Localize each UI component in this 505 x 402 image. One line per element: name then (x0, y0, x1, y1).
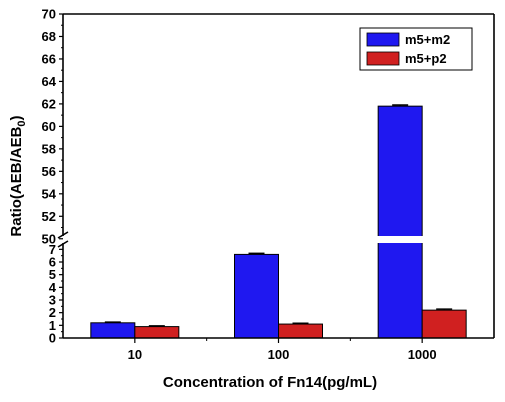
y-upper-tick-label-50: 50 (42, 231, 56, 246)
y-upper-tick-label-66: 66 (42, 51, 56, 66)
bar-m5-m2-100 (234, 253, 279, 339)
y-upper-tick-label-62: 62 (42, 96, 56, 111)
bar-break-gap-1000 (377, 236, 424, 243)
y-upper-tick-label-70: 70 (42, 7, 56, 22)
y-axis-title-subscript: 0 (16, 120, 28, 126)
y-axis-title-close: ) (8, 115, 25, 120)
y-lower-tick-label-0: 0 (49, 331, 56, 346)
bar-m5-p2-10 (134, 326, 180, 339)
y-lower-tick-label-5: 5 (49, 267, 56, 282)
y-lower-tick-label-7: 7 (49, 242, 56, 257)
x-ticks: 10 100 1000 (128, 338, 437, 362)
y-lower-tick-label-1: 1 (49, 318, 56, 333)
y-axis-title: Ratio(AEB/AEB0) (8, 115, 28, 236)
y-upper-tick-label-52: 52 (42, 209, 56, 224)
y-upper-tick-label-54: 54 (42, 186, 57, 201)
x-axis-title: Concentration of Fn14(pg/mL) (163, 374, 377, 391)
y-lower-tick-label-4: 4 (49, 280, 57, 295)
y-upper-tick-label-60: 60 (42, 119, 56, 134)
y-upper-tick-label-58: 58 (42, 141, 56, 156)
legend-swatch-m5-m2 (366, 32, 400, 47)
legend: m5+m2 m5+p2 (359, 27, 473, 71)
y-lower-tick-label-2: 2 (49, 305, 56, 320)
legend-label-m5-m2: m5+m2 (405, 32, 450, 47)
bar-m5-m2-1000 (377, 105, 423, 339)
y-upper-tick-label-64: 64 (42, 74, 57, 89)
x-tick-label-1000: 1000 (408, 347, 437, 362)
bar-m5-p2-1000 (421, 309, 467, 339)
bar-m5-m2-10 (90, 322, 136, 339)
y-axis-title-main: Ratio(AEB/AEB (8, 126, 25, 236)
bars-layer (90, 104, 467, 339)
x-tick-label-100: 100 (268, 347, 290, 362)
y-upper-tick-label-56: 56 (42, 164, 56, 179)
y-lower-tick-label-3: 3 (49, 293, 56, 308)
legend-swatch-m5-p2 (366, 51, 400, 66)
legend-label-m5-p2: m5+p2 (405, 51, 447, 66)
x-tick-label-10: 10 (128, 347, 142, 362)
y-lower-tick-label-6: 6 (49, 255, 56, 270)
y-upper-tick-label-68: 68 (42, 29, 56, 44)
bar-m5-p2-100 (278, 323, 323, 339)
